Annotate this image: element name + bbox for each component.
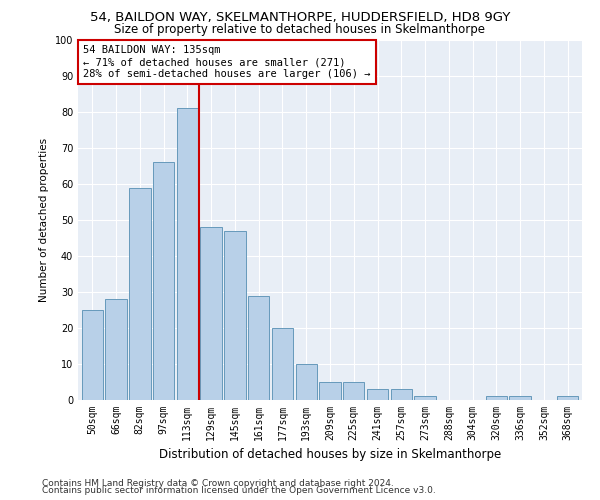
Bar (343, 382, 364, 400)
Bar (200, 227, 222, 400)
Bar (415, 396, 436, 400)
Y-axis label: Number of detached properties: Number of detached properties (39, 138, 49, 302)
Bar (248, 296, 269, 400)
Bar (509, 396, 531, 400)
Text: 54, BAILDON WAY, SKELMANTHORPE, HUDDERSFIELD, HD8 9GY: 54, BAILDON WAY, SKELMANTHORPE, HUDDERSF… (90, 11, 510, 24)
Text: 54 BAILDON WAY: 135sqm
← 71% of detached houses are smaller (271)
28% of semi-de: 54 BAILDON WAY: 135sqm ← 71% of detached… (83, 46, 371, 78)
X-axis label: Distribution of detached houses by size in Skelmanthorpe: Distribution of detached houses by size … (159, 448, 501, 462)
Bar (367, 389, 388, 400)
Bar (391, 389, 412, 400)
Bar (106, 299, 127, 400)
Bar (319, 382, 341, 400)
Bar (153, 162, 174, 400)
Text: Contains public sector information licensed under the Open Government Licence v3: Contains public sector information licen… (42, 486, 436, 495)
Bar (129, 188, 151, 400)
Bar (296, 364, 317, 400)
Text: Size of property relative to detached houses in Skelmanthorpe: Size of property relative to detached ho… (115, 22, 485, 36)
Bar (557, 396, 578, 400)
Bar (486, 396, 507, 400)
Bar (224, 231, 245, 400)
Bar (176, 108, 198, 400)
Bar (82, 310, 103, 400)
Text: Contains HM Land Registry data © Crown copyright and database right 2024.: Contains HM Land Registry data © Crown c… (42, 478, 394, 488)
Bar (272, 328, 293, 400)
